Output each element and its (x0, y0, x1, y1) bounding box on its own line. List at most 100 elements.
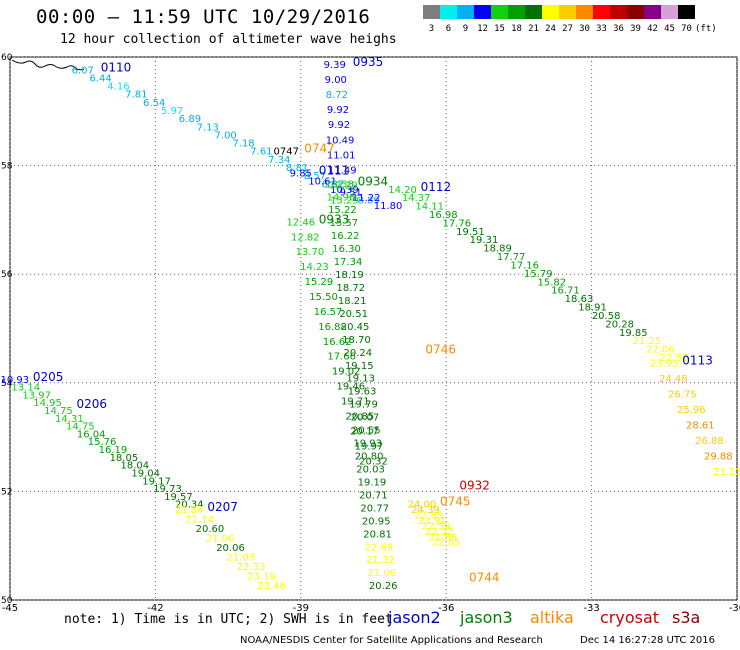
wave-height-value: 16.62 (323, 337, 352, 348)
wave-height-value: 14.20 (388, 185, 417, 196)
wave-height-value: 20.32 (359, 456, 388, 467)
wave-height-value: 21.25 (633, 336, 662, 347)
wave-height-value: 6.54 (143, 98, 165, 109)
wave-height-value: 19.13 (346, 374, 375, 385)
wave-height-value: 10.49 (326, 135, 355, 146)
wave-height-value: 17.76 (443, 218, 472, 229)
color-scale-unit: (ft) (695, 24, 717, 34)
wave-height-value: 7.34 (268, 155, 290, 166)
wave-height-value: 20.51 (339, 309, 368, 320)
wave-height-value: 17.66 (327, 352, 356, 363)
track-time-label: 0746 (425, 343, 456, 357)
wave-height-value: 16.19 (99, 445, 128, 456)
wave-height-value: 19.93 (353, 439, 382, 450)
wave-height-value: 19.15 (345, 361, 374, 372)
wave-height-value: 20.60 (196, 524, 225, 535)
wave-height-value: 22.12 (425, 527, 454, 538)
wave-height-value: 19.46 (336, 382, 365, 393)
wave-height-value: 26.88 (695, 436, 724, 447)
wave-height-value: 21.06 (367, 568, 396, 579)
wave-height-value: 5.97 (161, 106, 183, 117)
y-tick-label: 58 (1, 162, 13, 172)
color-swatch (559, 5, 576, 19)
wave-height-value: 18.05 (110, 453, 139, 464)
wave-height-value: 20.81 (363, 529, 392, 540)
wave-height-value: 29.88 (704, 452, 733, 463)
wave-height-value: 19.57 (164, 492, 193, 503)
wave-height-value: 20.77 (360, 503, 389, 514)
y-tick-label: 50 (1, 596, 13, 606)
color-swatch (542, 5, 559, 19)
color-scale-label: 3 (428, 24, 435, 34)
wave-height-value: 8.57 (322, 179, 344, 190)
wave-height-value: 8.89 (358, 196, 380, 207)
wave-height-value: 18.89 (483, 244, 512, 255)
wave-height-value: 8.72 (326, 90, 348, 101)
track-time-label: 0932 (459, 478, 490, 492)
wave-height-value: 21.06 (206, 534, 235, 545)
wave-height-value: 14.11 (415, 202, 444, 213)
wave-height-value: 16.71 (551, 286, 580, 297)
wave-height-value: 14.37 (402, 193, 431, 204)
track-time-label: 0110 (101, 60, 132, 74)
wave-height-value: 19.97 (355, 441, 384, 452)
color-swatch (678, 5, 695, 19)
wave-height-value: 18.21 (338, 296, 367, 307)
color-scale-label: 15 (494, 24, 505, 34)
timestamp: Dec 14 16:27:28 UTC 2016 (580, 635, 715, 646)
track-time-label: 0206 (76, 397, 107, 411)
wave-height-value: 4.16 (107, 82, 129, 93)
wave-height-value: 19.19 (358, 477, 387, 488)
wave-height-value: 7.18 (232, 139, 254, 150)
wave-height-value: 22.69 (365, 542, 394, 553)
color-swatch (576, 5, 593, 19)
wave-height-value: 21.13 (713, 467, 740, 478)
wave-height-value: 21.32 (366, 555, 395, 566)
coastline (11, 59, 85, 71)
legend-cryosat: cryosat (600, 608, 660, 627)
wave-height-value: 20.34 (175, 500, 204, 511)
x-tick-label: -39 (293, 603, 309, 614)
wave-height-value: 24.48 (659, 374, 688, 385)
y-tick-label: 56 (1, 270, 13, 280)
color-scale-label: 9 (462, 24, 469, 34)
wave-height-value: 0747 (274, 147, 299, 158)
wave-height-value: 9.51 (340, 187, 362, 198)
wave-height-value: 7.00 (215, 130, 237, 141)
wave-height-value: 15.57 (329, 218, 358, 229)
wave-height-value: 18.70 (342, 335, 371, 346)
y-tick-label: 54 (1, 379, 13, 389)
wave-height-value: 20.03 (356, 464, 385, 475)
x-tick-label: -42 (147, 603, 163, 614)
wave-height-value: 14.95 (33, 398, 62, 409)
color-scale-label: 24 (545, 24, 556, 34)
wave-height-value: 20.24 (344, 348, 373, 359)
wave-height-value: 22.59 (421, 521, 450, 532)
wave-height-value: 19.04 (131, 468, 160, 479)
wave-height-value: 22.33 (237, 562, 266, 573)
wave-height-value: 12.29 (329, 181, 358, 192)
wave-height-value: 16.04 (77, 429, 106, 440)
wave-height-value: 19.71 (341, 397, 370, 408)
wave-height-value: 20.80 (355, 452, 384, 463)
color-swatch (474, 5, 491, 19)
wave-height-value: 14.75 (66, 422, 95, 433)
wave-height-value: 7.61 (250, 147, 272, 158)
legend-s3a: s3a (672, 608, 701, 627)
x-tick-label: -33 (583, 603, 599, 614)
footer-note: note: 1) Time is in UTC; 2) SWH is in fe… (64, 612, 393, 627)
color-swatch (508, 5, 525, 19)
wave-height-value: 7.13 (197, 122, 219, 133)
track-time-label: 0745 (440, 495, 471, 509)
wave-height-value: 9.39 (324, 60, 346, 71)
color-swatch (644, 5, 661, 19)
wave-height-value: 9.00 (325, 75, 347, 86)
color-scale-label: 36 (613, 24, 624, 34)
wave-height-value: 8.57 (304, 171, 326, 182)
color-scale-label: 39 (630, 24, 641, 34)
wave-height-value: 15.79 (524, 269, 553, 280)
legend-jason2: jason2 (388, 608, 441, 627)
chart-title: 00:00 – 11:59 UTC 10/29/2016 (36, 6, 371, 28)
color-swatch (440, 5, 457, 19)
wave-height-value: 13.58 (325, 179, 354, 190)
